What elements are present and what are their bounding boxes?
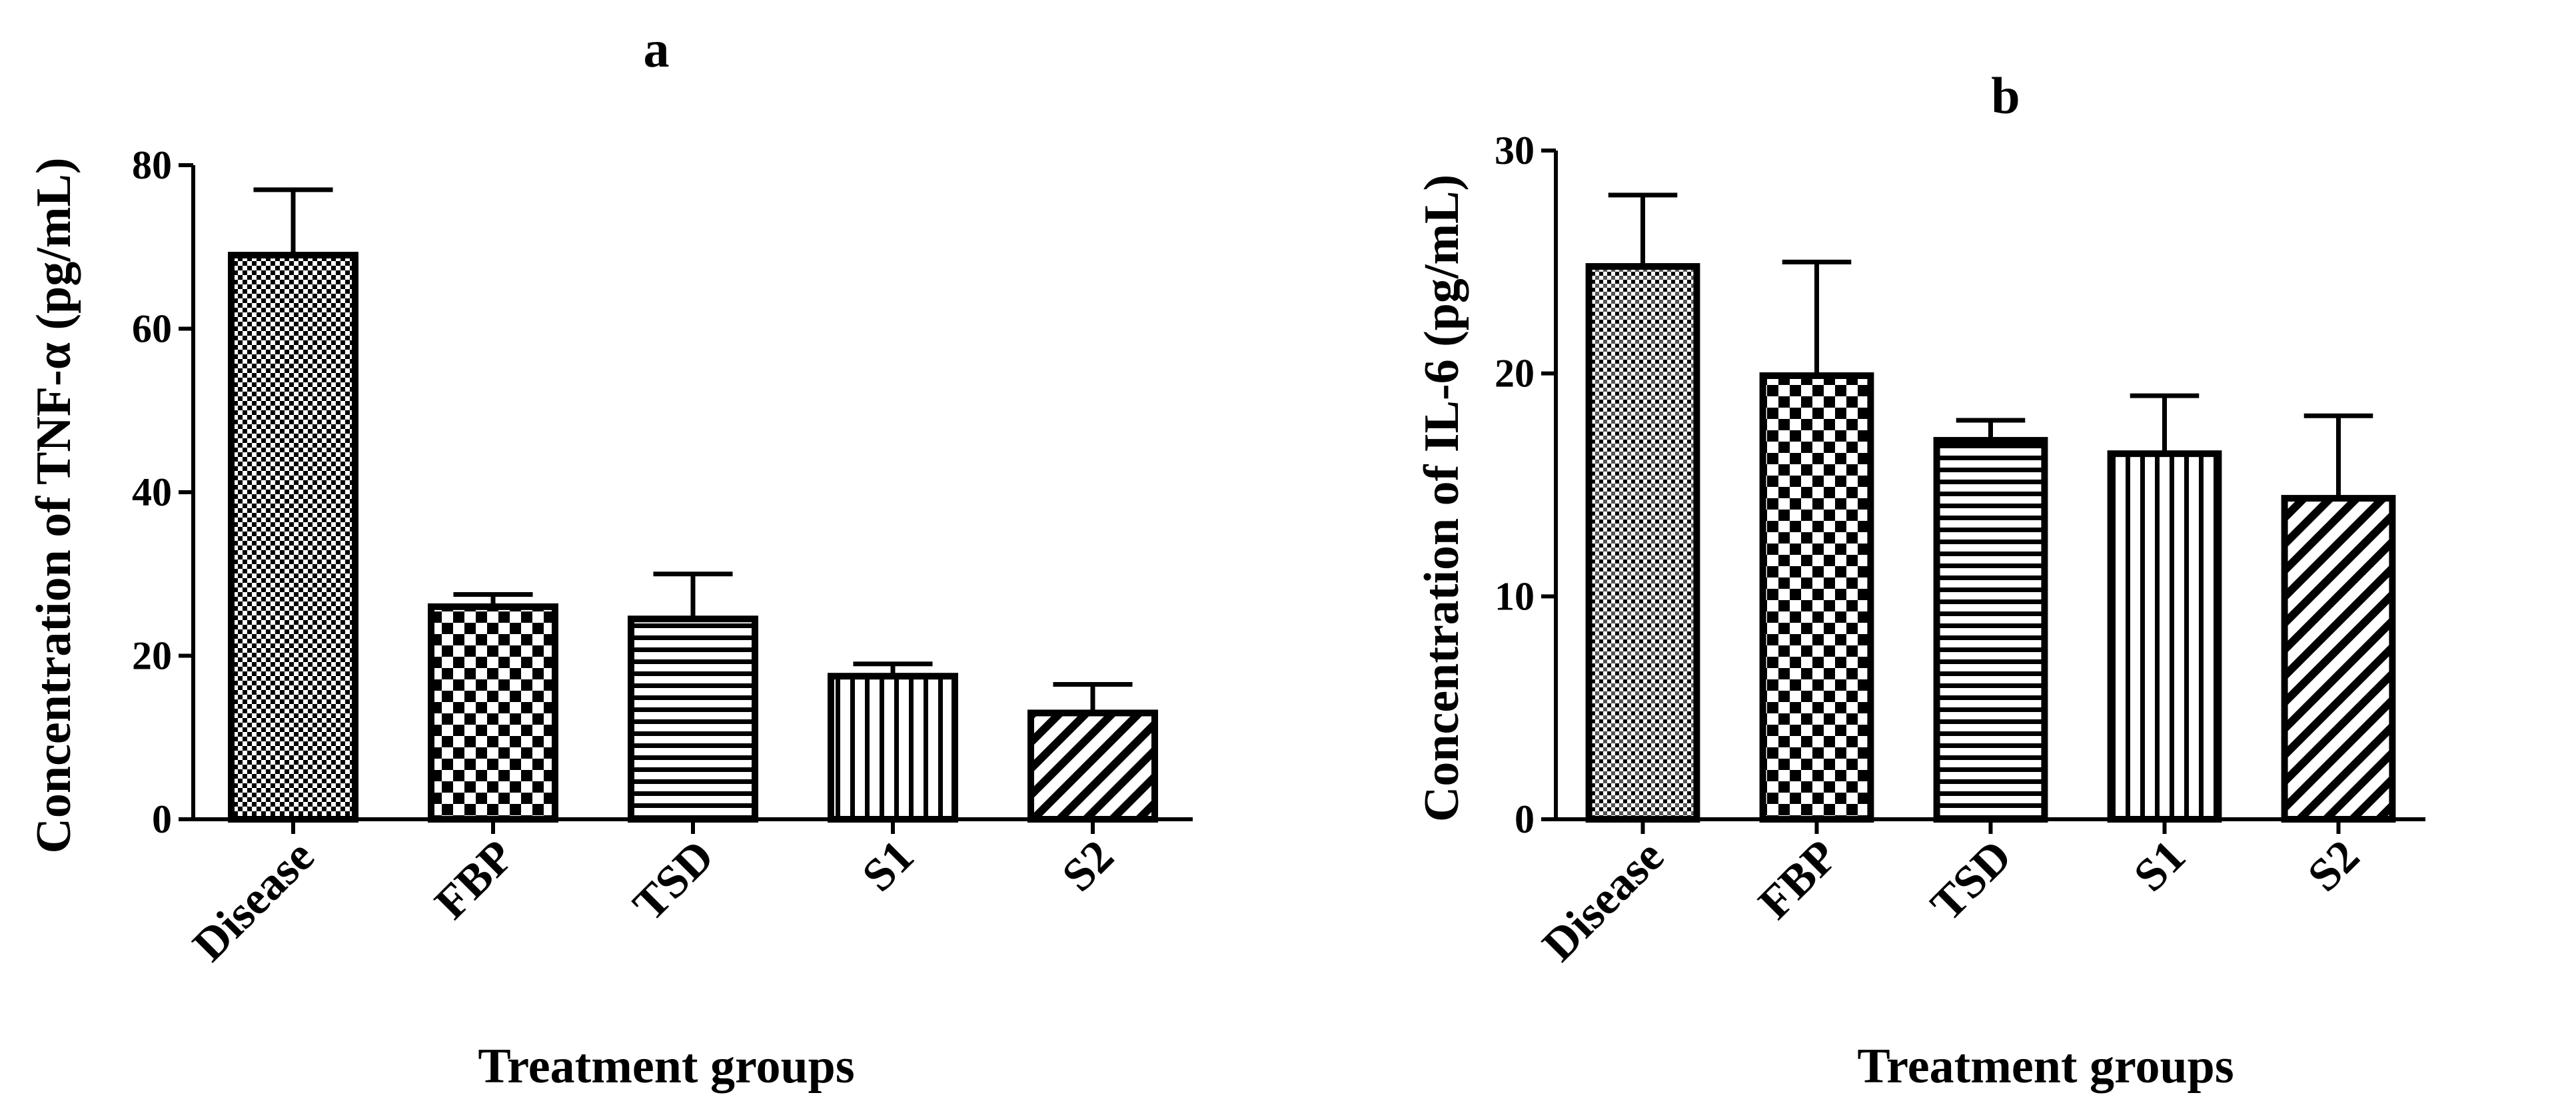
category-label-disease: Disease xyxy=(183,831,324,971)
y-tick-label: 20 xyxy=(132,634,172,678)
bar-s1 xyxy=(2107,450,2222,823)
y-tick-label: 60 xyxy=(132,307,172,351)
x-axis-title: Treatment groups xyxy=(478,1039,854,1094)
panel-label: b xyxy=(1991,67,2020,125)
x-axis-title: Treatment groups xyxy=(1857,1039,2234,1094)
category-label-disease: Disease xyxy=(1533,831,1674,971)
category-label-s2: S2 xyxy=(2298,831,2369,902)
bar-fbp xyxy=(1759,372,1874,823)
y-tick-label: 30 xyxy=(1495,129,1535,173)
category-label-s1: S1 xyxy=(2124,831,2196,902)
bar-s2 xyxy=(2281,495,2396,823)
category-label-fbp: FBP xyxy=(1749,831,1848,929)
y-axis-title: Concentration of TNF-α (pg/mL) xyxy=(27,157,81,853)
category-label-tsd: TSD xyxy=(1921,831,2022,931)
category-label-s1: S1 xyxy=(853,831,924,902)
y-tick-label: 20 xyxy=(1495,352,1535,396)
category-label-s2: S2 xyxy=(1053,831,1124,902)
bar-disease xyxy=(228,252,358,823)
category-label-tsd: TSD xyxy=(624,831,724,931)
bar-s1 xyxy=(828,673,958,823)
bar-disease xyxy=(1585,263,1700,823)
y-tick-label: 0 xyxy=(1515,797,1535,841)
bar-s2 xyxy=(1027,709,1158,823)
y-tick-label: 80 xyxy=(132,143,172,187)
y-tick-label: 10 xyxy=(1495,574,1535,618)
chart-panel-a: a 0 20 40 60 80 Disease FBP TSD S1 S2 Concentration… xyxy=(27,20,1193,1094)
chart-panel-b: b 0 10 20 30 Disease FBP TSD S1 S2 Concentration o… xyxy=(1415,67,2425,1094)
bar-tsd xyxy=(1933,437,2048,823)
panel-label: a xyxy=(644,20,670,78)
y-axis-title: Concentration of IL-6 (pg/mL) xyxy=(1415,175,1469,822)
bar-fbp xyxy=(428,603,558,823)
category-label-fbp: FBP xyxy=(425,831,524,929)
bar-tsd xyxy=(628,615,758,823)
y-tick-label: 40 xyxy=(132,470,172,514)
y-tick-label: 0 xyxy=(152,797,172,841)
